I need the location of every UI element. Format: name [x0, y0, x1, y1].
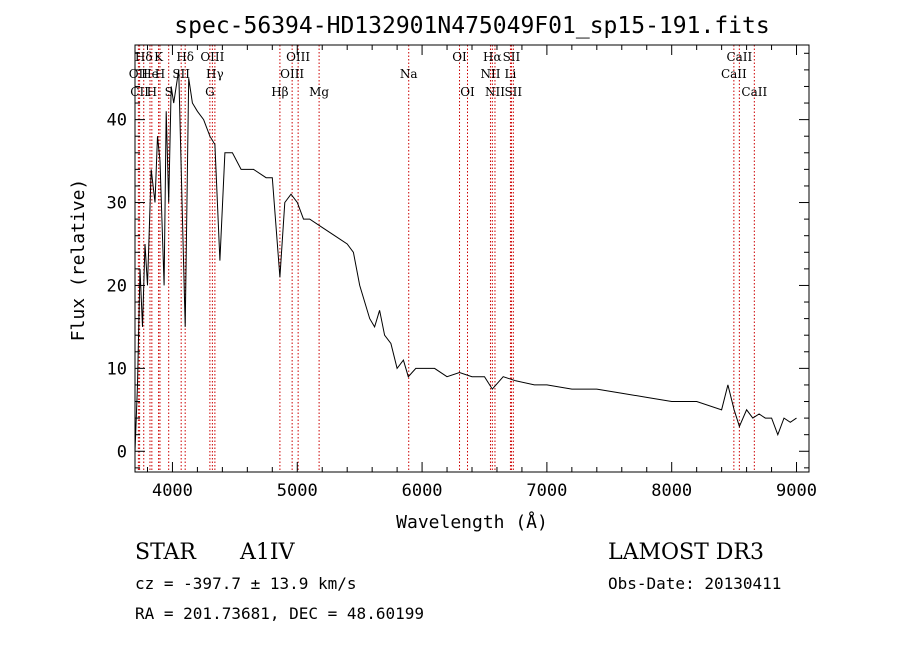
- line-marker-label: Hδ: [176, 50, 194, 64]
- spectrum-line: [134, 69, 797, 452]
- object-type: STAR: [135, 540, 196, 565]
- x-tick-label: 4000: [152, 481, 193, 501]
- y-tick-label: 20: [107, 276, 127, 296]
- line-marker-label: Hδ: [135, 50, 153, 64]
- line-marker-label: OIII: [280, 67, 304, 81]
- y-axis-label: Flux (relative): [68, 179, 89, 342]
- line-marker-label: SII: [503, 50, 521, 64]
- line-marker-label: Na: [400, 67, 418, 81]
- y-axis: 0 10 20 30 40: [107, 52, 809, 469]
- subclass: A1IV: [240, 540, 295, 565]
- line-marker-label: Li: [505, 67, 517, 81]
- line-marker-label: OI: [452, 50, 467, 64]
- line-marker-label: CaII: [721, 67, 747, 81]
- line-marker-label: OII: [129, 67, 149, 81]
- line-marker-label: CaII: [741, 85, 767, 99]
- line-marker-label: Mg: [309, 85, 329, 99]
- obs-date: Obs-Date: 20130411: [608, 574, 782, 593]
- line-marker-label: K: [154, 50, 164, 64]
- x-tick-label: 8000: [651, 481, 692, 501]
- line-marker-label: He: [141, 67, 159, 81]
- plot-frame: [134, 44, 810, 473]
- chart-title: spec-56394-HD132901N475049F01_sp15-191.f…: [174, 13, 769, 39]
- y-tick-label: 40: [107, 111, 127, 131]
- x-axis-label: Wavelength (Å): [396, 511, 548, 533]
- line-marker-label: Hβ: [271, 85, 288, 99]
- x-axis: 4000 5000 6000 7000 8000 9000: [146, 45, 817, 501]
- line-marker-label: H: [147, 85, 157, 99]
- y-tick-label: 10: [107, 359, 127, 379]
- line-marker-label: SII: [172, 67, 190, 81]
- x-tick-label: 6000: [402, 481, 443, 501]
- line-marker-label: Hγ: [206, 67, 224, 81]
- y-tick-label: 0: [117, 442, 127, 462]
- ra-dec: RA = 201.73681, DEC = 48.60199: [135, 604, 424, 623]
- x-tick-label: 9000: [776, 481, 817, 501]
- line-marker-label: OI: [460, 85, 475, 99]
- line-marker-label: NII: [480, 67, 500, 81]
- survey-name: LAMOST DR3: [608, 540, 764, 565]
- line-marker-label: S: [165, 85, 173, 99]
- line-marker-label: G: [205, 85, 215, 99]
- x-tick-label: 7000: [526, 481, 567, 501]
- line-marker-label: OIII: [200, 50, 224, 64]
- line-marker-label: H: [155, 67, 165, 81]
- y-tick-label: 30: [107, 194, 127, 214]
- redshift-cz: cz = -397.7 ± 13.9 km/s: [135, 574, 357, 593]
- line-marker-label: SII: [504, 85, 522, 99]
- line-marker-label: Hα: [483, 50, 502, 64]
- line-marker-label: NII: [485, 85, 505, 99]
- line-marker-label: OIII: [286, 50, 310, 64]
- x-tick-label: 5000: [277, 481, 318, 501]
- line-markers: [137, 45, 755, 472]
- line-marker-label: CaII: [726, 50, 752, 64]
